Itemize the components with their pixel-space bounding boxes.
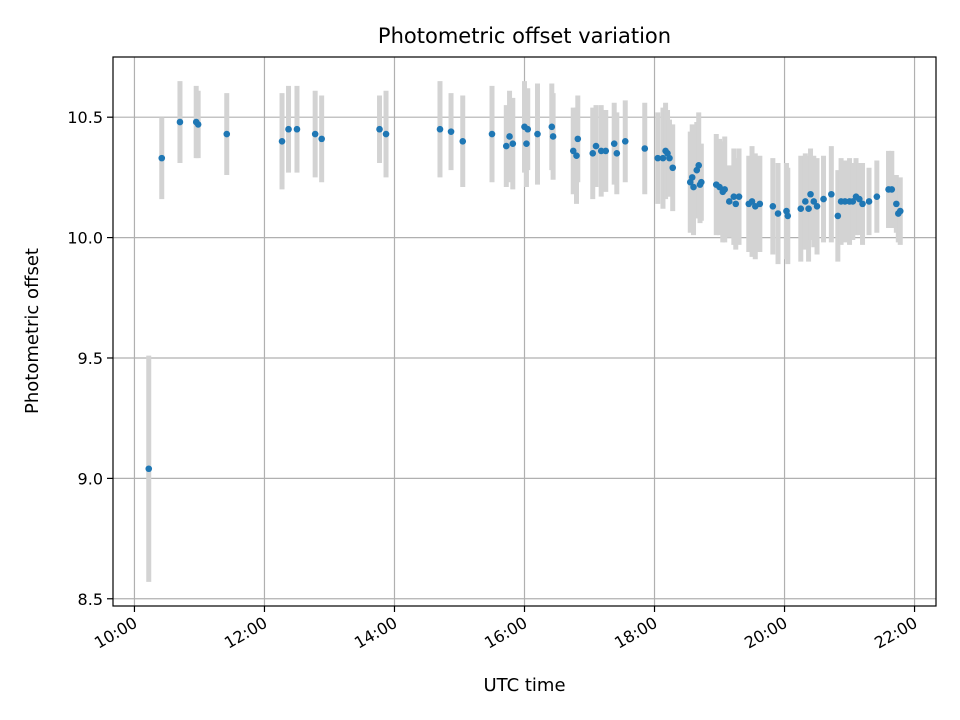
- data-point: [695, 162, 703, 169]
- data-point: [524, 125, 532, 133]
- y-tick-label: 10.0: [67, 229, 103, 248]
- data-point: [659, 154, 667, 162]
- data-point: [376, 125, 383, 133]
- data-point: [820, 195, 827, 203]
- chart-title: Photometric offset variation: [378, 24, 671, 48]
- data-point: [813, 202, 821, 210]
- data-point: [807, 190, 814, 198]
- data-point: [311, 130, 319, 138]
- data-points: [145, 118, 904, 473]
- data-point: [805, 205, 812, 212]
- data-point: [888, 186, 896, 193]
- y-tick-label: 9.5: [78, 349, 103, 368]
- data-point: [859, 200, 866, 208]
- x-axis-label: UTC time: [483, 675, 565, 696]
- data-point: [285, 125, 292, 133]
- data-point: [725, 198, 733, 205]
- data-point: [589, 150, 597, 157]
- data-point: [865, 198, 873, 205]
- data-point: [158, 154, 166, 162]
- data-point: [784, 212, 792, 220]
- data-point: [669, 164, 677, 172]
- y-tick-label: 9.0: [78, 469, 103, 488]
- data-point: [488, 130, 496, 138]
- data-point: [810, 198, 818, 205]
- data-point: [873, 193, 881, 200]
- data-point: [849, 198, 857, 205]
- data-point: [688, 174, 696, 181]
- y-tick-label: 8.5: [78, 590, 103, 609]
- data-point: [828, 190, 835, 198]
- data-point: [774, 210, 782, 217]
- data-point: [756, 200, 764, 208]
- data-point: [602, 147, 610, 155]
- data-point: [641, 145, 649, 152]
- data-point: [293, 125, 301, 133]
- data-point: [447, 128, 455, 135]
- data-point: [569, 147, 577, 155]
- data-point: [834, 212, 842, 220]
- data-point: [730, 193, 738, 200]
- data-point: [573, 152, 580, 160]
- data-point: [802, 198, 809, 205]
- data-point: [502, 142, 510, 150]
- y-tick-label: 10.5: [67, 108, 103, 127]
- data-point: [145, 465, 153, 473]
- data-point: [382, 130, 390, 138]
- data-point: [797, 205, 805, 212]
- data-point: [721, 186, 729, 193]
- data-point: [841, 198, 849, 205]
- data-point: [735, 193, 743, 200]
- data-point: [666, 154, 673, 162]
- data-point: [597, 147, 605, 155]
- data-point: [278, 137, 286, 145]
- data-point: [732, 200, 740, 208]
- data-point: [574, 135, 582, 143]
- data-point: [459, 137, 467, 145]
- data-point: [893, 200, 900, 208]
- grid: [113, 57, 936, 606]
- data-point: [223, 130, 231, 138]
- data-point: [436, 125, 444, 133]
- y-axis-label: Photometric offset: [22, 248, 43, 414]
- data-point: [194, 121, 202, 128]
- data-point: [610, 140, 618, 147]
- data-point: [509, 140, 517, 147]
- data-point: [506, 133, 513, 140]
- data-point: [716, 183, 723, 191]
- data-point: [896, 207, 904, 215]
- data-point: [621, 137, 629, 145]
- data-point: [592, 142, 600, 150]
- data-point: [748, 198, 756, 205]
- data-point: [534, 130, 541, 138]
- data-point: [523, 140, 530, 147]
- data-point: [548, 123, 556, 131]
- data-point: [176, 118, 184, 126]
- data-point: [855, 195, 863, 203]
- data-point: [769, 202, 777, 210]
- data-point: [318, 135, 325, 143]
- data-point: [549, 133, 557, 140]
- data-point: [698, 178, 705, 186]
- data-point: [690, 183, 697, 191]
- data-point: [654, 154, 662, 162]
- data-point: [613, 150, 621, 157]
- y-axis-ticks: 8.5 9.0 9.5 10.0 10.5: [67, 108, 113, 609]
